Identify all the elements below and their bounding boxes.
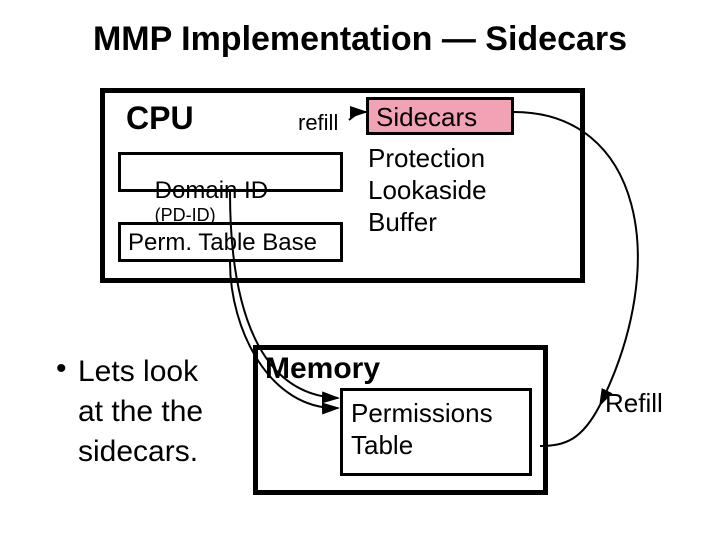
diagram-stage: { "title": { "text": "MMP Implementation… xyxy=(0,0,720,540)
bullet-text: Lets lookat the thesidecars. xyxy=(78,352,203,472)
permissions-table-box: PermissionsTable xyxy=(340,388,532,476)
perm-table-base-text: Perm. Table Base xyxy=(121,225,324,257)
plb-label: ProtectionLookasideBuffer xyxy=(368,142,487,238)
domain-id-text: Domain ID xyxy=(155,177,268,204)
permissions-table-text: PermissionsTable xyxy=(343,391,529,461)
refill-right-label: Refill xyxy=(605,388,663,419)
domain-id-box: Domain ID (PD-ID) xyxy=(118,152,343,192)
sidecars-box: Sidecars xyxy=(366,97,514,135)
perm-table-base-box: Perm. Table Base xyxy=(118,222,343,262)
memory-label: Memory xyxy=(265,352,380,386)
bullet-marker: • xyxy=(56,352,67,386)
slide-title: MMP Implementation — Sidecars xyxy=(0,20,720,59)
sidecars-text: Sidecars xyxy=(369,100,484,133)
refill-label: refill xyxy=(298,110,338,136)
cpu-label: CPU xyxy=(126,100,194,137)
